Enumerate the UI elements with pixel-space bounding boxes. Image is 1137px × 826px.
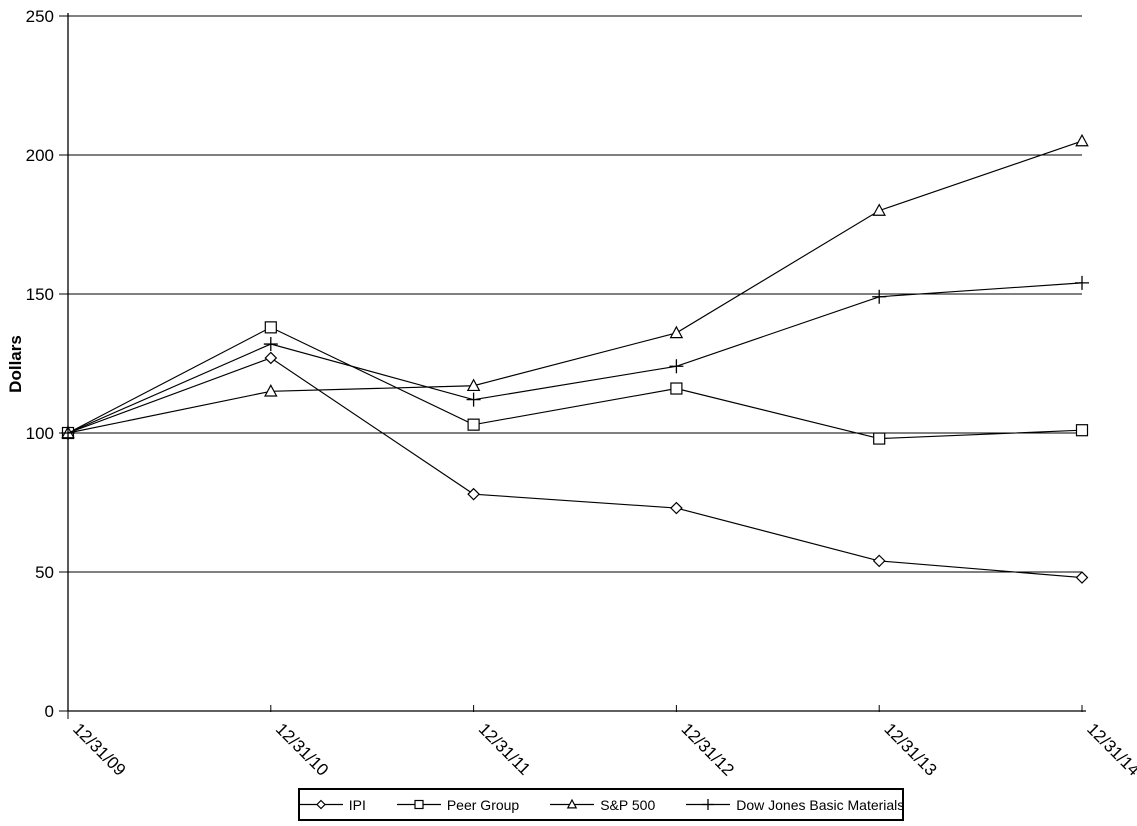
axes: 0 50 100 150 200 250 12/31/09 12/31/10 12/31/11 1… <box>26 7 1137 780</box>
square-marker <box>414 799 424 810</box>
diamond-marker <box>670 501 683 515</box>
legend-item-peer-group: Peer Group <box>396 797 519 813</box>
series-line-s-p-500 <box>67 140 1083 434</box>
y-tick-label: 150 <box>26 285 54 304</box>
plus-marker <box>61 426 75 440</box>
gridlines <box>68 15 1082 573</box>
diamond-marker <box>1075 571 1089 584</box>
y-tick-label: 200 <box>26 146 54 165</box>
x-tick-label: 12/31/09 <box>69 719 129 779</box>
square-marker <box>873 432 886 445</box>
legend-label: S&P 500 <box>600 796 656 813</box>
series-line-peer-group <box>67 326 1083 440</box>
diamond-marker <box>264 351 278 365</box>
triangle-marker <box>567 798 578 809</box>
triangle-marker <box>264 384 278 397</box>
legend-item-dow-jones-basic-materials: Dow Jones Basic Materials <box>685 797 904 813</box>
series-dow-jones-basic-materials <box>61 275 1089 440</box>
plus-marker <box>669 359 684 374</box>
square-marker <box>264 321 277 334</box>
plus-marker <box>702 799 714 810</box>
chart-legend: IPI Peer Group S&P 500 Dow Jones Basic Mate… <box>298 788 904 821</box>
y-tick-label: 250 <box>26 7 54 26</box>
y-tick-label: 0 <box>45 702 54 721</box>
square-marker <box>670 382 683 395</box>
diamond-marker <box>872 554 886 568</box>
x-tick-label: 12/31/13 <box>880 719 940 779</box>
legend-item-s-p-500: S&P 500 <box>549 797 655 813</box>
diamond-marker <box>315 799 326 810</box>
plus-marker <box>466 392 481 407</box>
x-tick-label: 12/31/12 <box>678 719 738 779</box>
triangle-marker <box>669 325 684 339</box>
series-s-p-500 <box>61 133 1089 439</box>
x-tick-label: 12/31/11 <box>475 719 534 778</box>
legend-label: Peer Group <box>446 796 520 813</box>
legend-label: Dow Jones Basic Materials <box>736 796 905 813</box>
series-ipi <box>61 351 1089 584</box>
series-line-dow-jones-basic-materials <box>67 282 1083 434</box>
triangle-marker <box>466 378 481 392</box>
legend-marker-square <box>396 799 441 810</box>
plus-marker <box>263 337 278 352</box>
series-line-ipi <box>67 357 1083 579</box>
diamond-marker <box>467 487 480 501</box>
y-axis-title: Dollars <box>6 335 25 393</box>
legend-marker-triangle <box>550 798 595 809</box>
triangle-marker <box>872 203 886 216</box>
x-tick-label: 12/31/10 <box>272 719 332 779</box>
y-tick-label: 100 <box>26 424 54 443</box>
plus-marker <box>872 289 887 304</box>
x-tick-label: 12/31/14 <box>1083 719 1137 779</box>
legend-marker-plus <box>686 799 731 810</box>
square-marker <box>467 418 480 431</box>
legend-label: IPI <box>348 796 366 813</box>
legend-item-ipi: IPI <box>298 797 366 813</box>
triangle-marker <box>1075 133 1089 147</box>
plus-marker <box>1075 275 1089 290</box>
square-marker <box>1075 424 1089 437</box>
y-tick-label: 50 <box>35 563 54 582</box>
legend-marker-diamond <box>298 799 343 810</box>
